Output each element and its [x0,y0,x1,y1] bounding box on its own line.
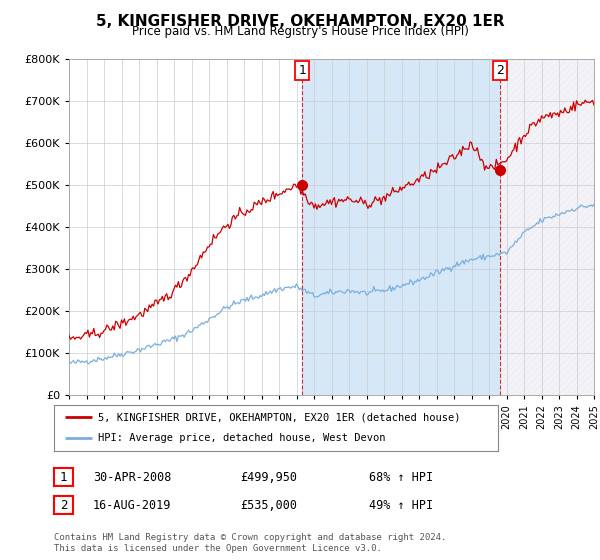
Text: £499,950: £499,950 [240,470,297,484]
Text: 68% ↑ HPI: 68% ↑ HPI [369,470,433,484]
Text: 1: 1 [298,64,306,77]
Text: Price paid vs. HM Land Registry's House Price Index (HPI): Price paid vs. HM Land Registry's House … [131,25,469,38]
Bar [500,59,594,395]
Text: Contains HM Land Registry data © Crown copyright and database right 2024.
This d: Contains HM Land Registry data © Crown c… [54,533,446,553]
Text: 30-APR-2008: 30-APR-2008 [93,470,172,484]
Text: 5, KINGFISHER DRIVE, OKEHAMPTON, EX20 1ER: 5, KINGFISHER DRIVE, OKEHAMPTON, EX20 1E… [95,14,505,29]
Text: 16-AUG-2019: 16-AUG-2019 [93,498,172,512]
Text: 1: 1 [60,470,67,484]
Text: 49% ↑ HPI: 49% ↑ HPI [369,498,433,512]
Bar [302,59,500,395]
Text: £535,000: £535,000 [240,498,297,512]
Text: HPI: Average price, detached house, West Devon: HPI: Average price, detached house, West… [98,433,386,444]
Text: 5, KINGFISHER DRIVE, OKEHAMPTON, EX20 1ER (detached house): 5, KINGFISHER DRIVE, OKEHAMPTON, EX20 1E… [98,412,461,422]
Text: 2: 2 [496,64,504,77]
Text: 2: 2 [60,498,67,512]
